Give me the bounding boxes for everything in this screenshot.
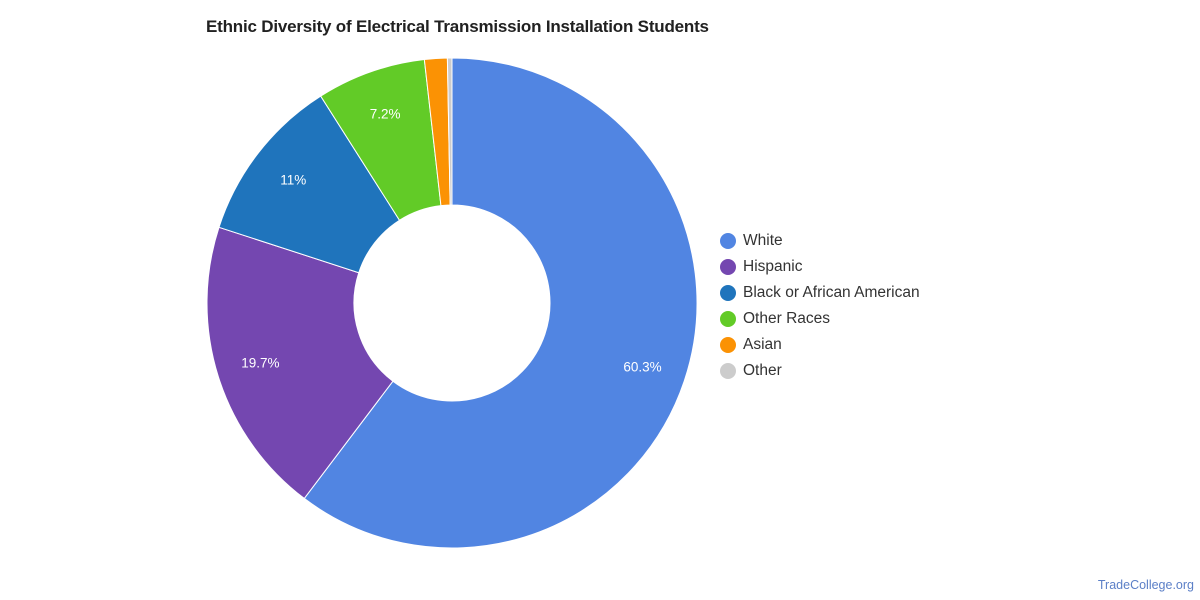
- legend-dot-icon: [720, 259, 736, 275]
- legend-label: White: [743, 232, 783, 249]
- slice-label: 7.2%: [369, 106, 401, 122]
- legend-label: Other: [743, 362, 782, 379]
- legend-item-white[interactable]: White: [720, 228, 920, 254]
- legend-item-black[interactable]: Black or African American: [720, 280, 920, 306]
- legend-dot-icon: [720, 337, 736, 353]
- legend-dot-icon: [720, 311, 736, 327]
- legend-item-other-races[interactable]: Other Races: [720, 306, 920, 332]
- legend-label: Black or African American: [743, 284, 920, 301]
- legend-item-other[interactable]: Other: [720, 358, 920, 384]
- legend-label: Asian: [743, 336, 782, 353]
- source-link[interactable]: TradeCollege.org: [1097, 578, 1194, 592]
- legend-dot-icon: [720, 363, 736, 379]
- legend-dot-icon: [720, 233, 736, 249]
- legend-dot-icon: [720, 285, 736, 301]
- slice-label: 60.3%: [623, 359, 662, 375]
- slice-hispanic[interactable]: [206, 226, 394, 500]
- legend-item-hispanic[interactable]: Hispanic: [720, 254, 920, 280]
- legend-item-asian[interactable]: Asian: [720, 332, 920, 358]
- slice-white[interactable]: [303, 57, 698, 549]
- slice-other[interactable]: [446, 57, 453, 206]
- legend-label: Other Races: [743, 310, 831, 327]
- legend-label: Hispanic: [743, 258, 803, 275]
- slice-label: 11%: [280, 172, 307, 188]
- slice-label: 19.7%: [241, 355, 280, 371]
- legend: White Hispanic Black or African American…: [720, 228, 920, 384]
- chart-title: Ethnic Diversity of Electrical Transmiss…: [206, 17, 709, 36]
